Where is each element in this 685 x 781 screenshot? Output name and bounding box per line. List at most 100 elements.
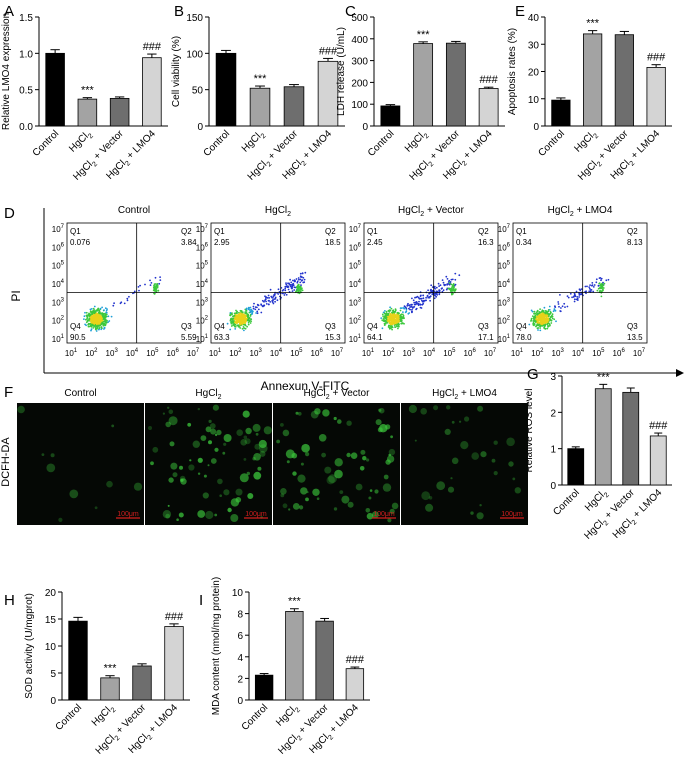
flow-event-dot bbox=[408, 312, 411, 314]
x-tick-label: Control bbox=[31, 128, 62, 159]
flow-event-dot bbox=[541, 315, 544, 318]
y-tick-label: 50 bbox=[192, 86, 204, 97]
flow-event-dot bbox=[241, 318, 244, 320]
flow-event-dot bbox=[107, 321, 109, 323]
flow-event-dot bbox=[88, 313, 91, 315]
flow-event-dot bbox=[126, 297, 129, 300]
flow-event-dot bbox=[579, 289, 582, 292]
flow-event-dot bbox=[262, 305, 264, 308]
fluor-cell bbox=[282, 503, 288, 509]
flow-event-dot bbox=[119, 302, 122, 305]
flow-event-dot bbox=[248, 309, 251, 311]
flow-event-dot bbox=[239, 309, 242, 312]
fluor-cell bbox=[391, 502, 399, 510]
flow-event-dot bbox=[450, 278, 453, 281]
panel-letter: A bbox=[4, 3, 14, 20]
x-tick-label: HgCl2 bbox=[240, 128, 268, 156]
y-tick-label: 3 bbox=[550, 372, 556, 383]
flow-event-dot bbox=[299, 272, 302, 275]
flow-event-dot bbox=[402, 313, 404, 316]
flow-event-dot bbox=[536, 327, 539, 330]
flow-event-dot bbox=[600, 290, 603, 293]
flow-event-dot bbox=[603, 282, 606, 285]
flow-event-dot bbox=[537, 321, 539, 324]
flow-y-tick-label: 103 bbox=[349, 297, 362, 307]
flow-event-dot bbox=[422, 297, 425, 300]
flow-event-dot bbox=[297, 284, 300, 287]
fluor-cell bbox=[180, 478, 187, 485]
y-tick-label: 1 bbox=[550, 445, 556, 456]
flow-event-dot bbox=[548, 313, 551, 316]
fluor-cell bbox=[285, 449, 295, 459]
flow-event-dot bbox=[592, 290, 595, 293]
flow-event-dot bbox=[93, 312, 96, 315]
flow-event-dot bbox=[108, 320, 111, 322]
y-tick-label: 200 bbox=[351, 78, 368, 89]
flow-event-dot bbox=[295, 278, 298, 280]
flow-event-dot bbox=[229, 328, 232, 331]
flow-event-dot bbox=[544, 312, 547, 315]
flow-event-dot bbox=[573, 298, 576, 301]
flow-event-dot bbox=[285, 283, 288, 286]
flow-event-dot bbox=[155, 288, 158, 291]
flow-event-dot bbox=[454, 278, 457, 281]
flow-event-dot bbox=[104, 307, 107, 310]
flow-event-dot bbox=[107, 315, 110, 318]
fluor-cell bbox=[239, 473, 249, 483]
flow-event-dot bbox=[453, 289, 456, 292]
flow-event-dot bbox=[236, 311, 238, 314]
flow-event-dot bbox=[441, 279, 444, 281]
fluor-cell bbox=[58, 517, 63, 523]
quadrant-name: Q3 bbox=[181, 322, 192, 331]
flow-event-dot bbox=[548, 315, 550, 317]
flow-event-dot bbox=[287, 288, 290, 291]
flow-event-dot bbox=[442, 289, 445, 292]
flow-event-dot bbox=[595, 281, 598, 284]
y-tick-label: 0 bbox=[362, 122, 368, 133]
flow-event-dot bbox=[96, 326, 99, 329]
flow-event-dot bbox=[256, 310, 259, 313]
flow-y-tick-label: 101 bbox=[196, 334, 209, 344]
significance-label: *** bbox=[81, 85, 95, 97]
flow-y-tick-label: 104 bbox=[52, 279, 65, 289]
significance-label: *** bbox=[597, 371, 611, 383]
flow-event-dot bbox=[429, 295, 432, 298]
fluor-cell bbox=[387, 518, 392, 523]
x-tick-label: HgCl2 bbox=[274, 702, 302, 730]
fluor-cell bbox=[359, 466, 365, 471]
scale-bar-label: 100μm bbox=[245, 511, 267, 518]
flow-event-dot bbox=[396, 325, 398, 327]
flow-y-tick-label: 105 bbox=[498, 261, 511, 271]
y-tick-label: 10 bbox=[232, 588, 244, 599]
quadrant-name: Q4 bbox=[214, 322, 225, 331]
flow-event-dot bbox=[233, 318, 236, 321]
fluor-cell bbox=[202, 492, 209, 499]
flow-event-dot bbox=[399, 314, 402, 316]
fluor-cell bbox=[322, 409, 330, 417]
flow-x-tick-label: 103 bbox=[403, 348, 416, 358]
fluor-cell bbox=[167, 406, 170, 409]
fluor-cell bbox=[168, 409, 174, 415]
panel-letter: E bbox=[515, 3, 525, 20]
flow-event-dot bbox=[95, 324, 97, 327]
flow-event-dot bbox=[578, 292, 581, 295]
bar bbox=[614, 34, 634, 127]
fluor-cell bbox=[292, 503, 300, 510]
fluor-cell bbox=[176, 518, 179, 521]
flow-x-tick-label: 103 bbox=[106, 348, 119, 358]
flow-event-dot bbox=[85, 311, 88, 314]
y-tick-label: 15 bbox=[45, 615, 57, 626]
fluor-cell bbox=[244, 438, 251, 445]
flow-event-dot bbox=[392, 321, 395, 323]
flow-event-dot bbox=[566, 305, 569, 308]
flow-event-dot bbox=[103, 320, 106, 323]
fluor-cell bbox=[222, 451, 226, 455]
flow-event-dot bbox=[532, 321, 535, 324]
flow-event-dot bbox=[539, 321, 542, 323]
fluor-cell bbox=[203, 474, 207, 478]
flow-event-dot bbox=[435, 290, 438, 293]
flow-event-dot bbox=[391, 326, 394, 329]
fluor-cell bbox=[447, 486, 455, 493]
flow-event-dot bbox=[247, 316, 249, 319]
